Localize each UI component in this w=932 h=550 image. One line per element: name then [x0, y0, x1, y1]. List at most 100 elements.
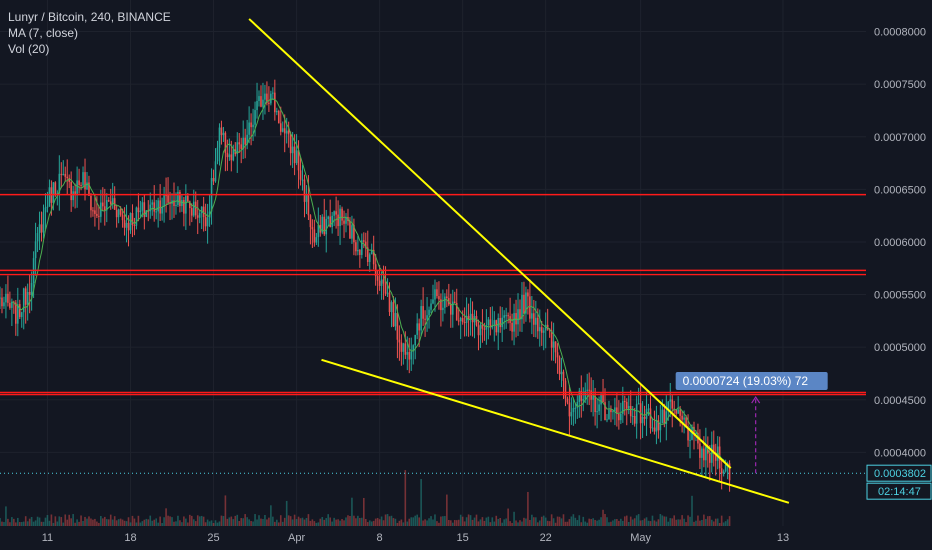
volume-bar	[198, 516, 201, 526]
volume-bar	[82, 521, 84, 526]
candle-body	[580, 390, 583, 401]
candle-body	[519, 309, 521, 320]
candle-body	[115, 209, 118, 218]
volume-bar	[406, 521, 409, 526]
volume-bar	[622, 520, 624, 526]
candle-body	[515, 313, 517, 325]
candle-body	[536, 317, 539, 332]
volume-bar	[60, 517, 63, 526]
candle-body	[398, 339, 401, 343]
candle-body	[321, 216, 324, 233]
volume-bar	[703, 514, 705, 526]
candle-body	[574, 407, 577, 409]
candle-body	[343, 220, 345, 224]
candle-body	[133, 225, 136, 227]
candle-body	[96, 213, 98, 216]
candle-body	[194, 201, 197, 216]
ma-indicator-label[interactable]: MA (7, close)	[8, 26, 79, 40]
horizontal-levels[interactable]	[0, 193, 866, 474]
candle-body	[400, 342, 403, 352]
candle-body	[135, 207, 138, 226]
volume-bar	[315, 522, 318, 526]
volume-bar	[459, 514, 462, 526]
volume-bar	[147, 519, 150, 526]
volume-bar	[305, 517, 308, 526]
price-tick-label: 0.0006000	[874, 237, 926, 249]
measure-tool[interactable]: 0.0000724 (19.03%) 72	[675, 372, 828, 474]
volume-bar	[54, 516, 57, 526]
candle-body	[169, 202, 171, 204]
candle-body	[604, 402, 606, 421]
candle-body	[467, 315, 470, 320]
volume-bar	[131, 515, 134, 526]
candle-body	[40, 224, 43, 233]
volume-bar	[141, 521, 144, 526]
volume-bar	[16, 517, 19, 526]
price-axis[interactable]	[866, 0, 932, 550]
time-axis[interactable]	[0, 526, 866, 550]
candle-body	[185, 195, 187, 214]
candle-body	[402, 343, 405, 352]
volume-bar	[179, 520, 181, 526]
volume-bar	[572, 514, 575, 526]
volume-bar	[499, 517, 502, 526]
candle-body	[693, 426, 695, 434]
candle-body	[301, 179, 304, 181]
candle-body	[570, 412, 573, 417]
volume-bar	[691, 495, 693, 526]
volume-bar	[511, 522, 513, 526]
candle-body	[214, 161, 217, 182]
volume-bar	[507, 508, 509, 526]
candle-body	[562, 371, 565, 381]
candle-body	[262, 99, 264, 107]
volume-bar	[240, 518, 243, 526]
candle-body	[52, 182, 55, 203]
candle-body	[418, 323, 420, 331]
volume-bar	[517, 522, 519, 526]
volume-bar	[204, 522, 207, 526]
candle-body	[190, 208, 193, 216]
candle-body	[669, 399, 672, 402]
candle-body	[592, 396, 594, 400]
volume-bar	[637, 514, 640, 526]
volume-bar	[548, 521, 551, 526]
candle-body	[651, 427, 654, 429]
trendlines[interactable]	[248, 18, 790, 504]
candle-body	[461, 318, 464, 323]
symbol-title[interactable]: Lunyr / Bitcoin, 240, BINANCE	[8, 10, 171, 24]
candle-body	[224, 132, 227, 153]
candle-body	[558, 357, 561, 375]
candle-body	[228, 154, 231, 158]
candle-body	[538, 327, 541, 332]
candle-body	[517, 309, 519, 325]
candle-body	[244, 137, 246, 145]
volume-bar	[109, 514, 112, 526]
volume-bar	[303, 519, 306, 526]
candle-body	[487, 319, 490, 326]
candle-body	[123, 220, 126, 228]
volume-indicator-label[interactable]: Vol (20)	[8, 42, 50, 56]
candle-body	[720, 468, 723, 474]
candle-body	[272, 92, 274, 94]
volume-bar	[366, 522, 369, 526]
time-tick-label: 11	[42, 532, 53, 544]
candle-body	[384, 283, 387, 294]
volume-bar	[143, 519, 146, 526]
volume-bar	[643, 518, 646, 526]
volume-bar	[359, 517, 361, 526]
candle-body	[256, 101, 258, 111]
volume-bar	[509, 521, 511, 526]
volume-bar	[693, 521, 695, 526]
candle-body	[560, 371, 563, 375]
candle-body	[355, 242, 357, 252]
volume-bar	[92, 519, 94, 526]
volume-bar	[323, 519, 326, 526]
volume-bar	[155, 518, 157, 526]
candle-body	[325, 218, 328, 235]
volume-bar	[428, 518, 430, 526]
candle-body	[149, 204, 152, 212]
volume-bar	[212, 522, 215, 526]
candle-body	[299, 170, 302, 180]
